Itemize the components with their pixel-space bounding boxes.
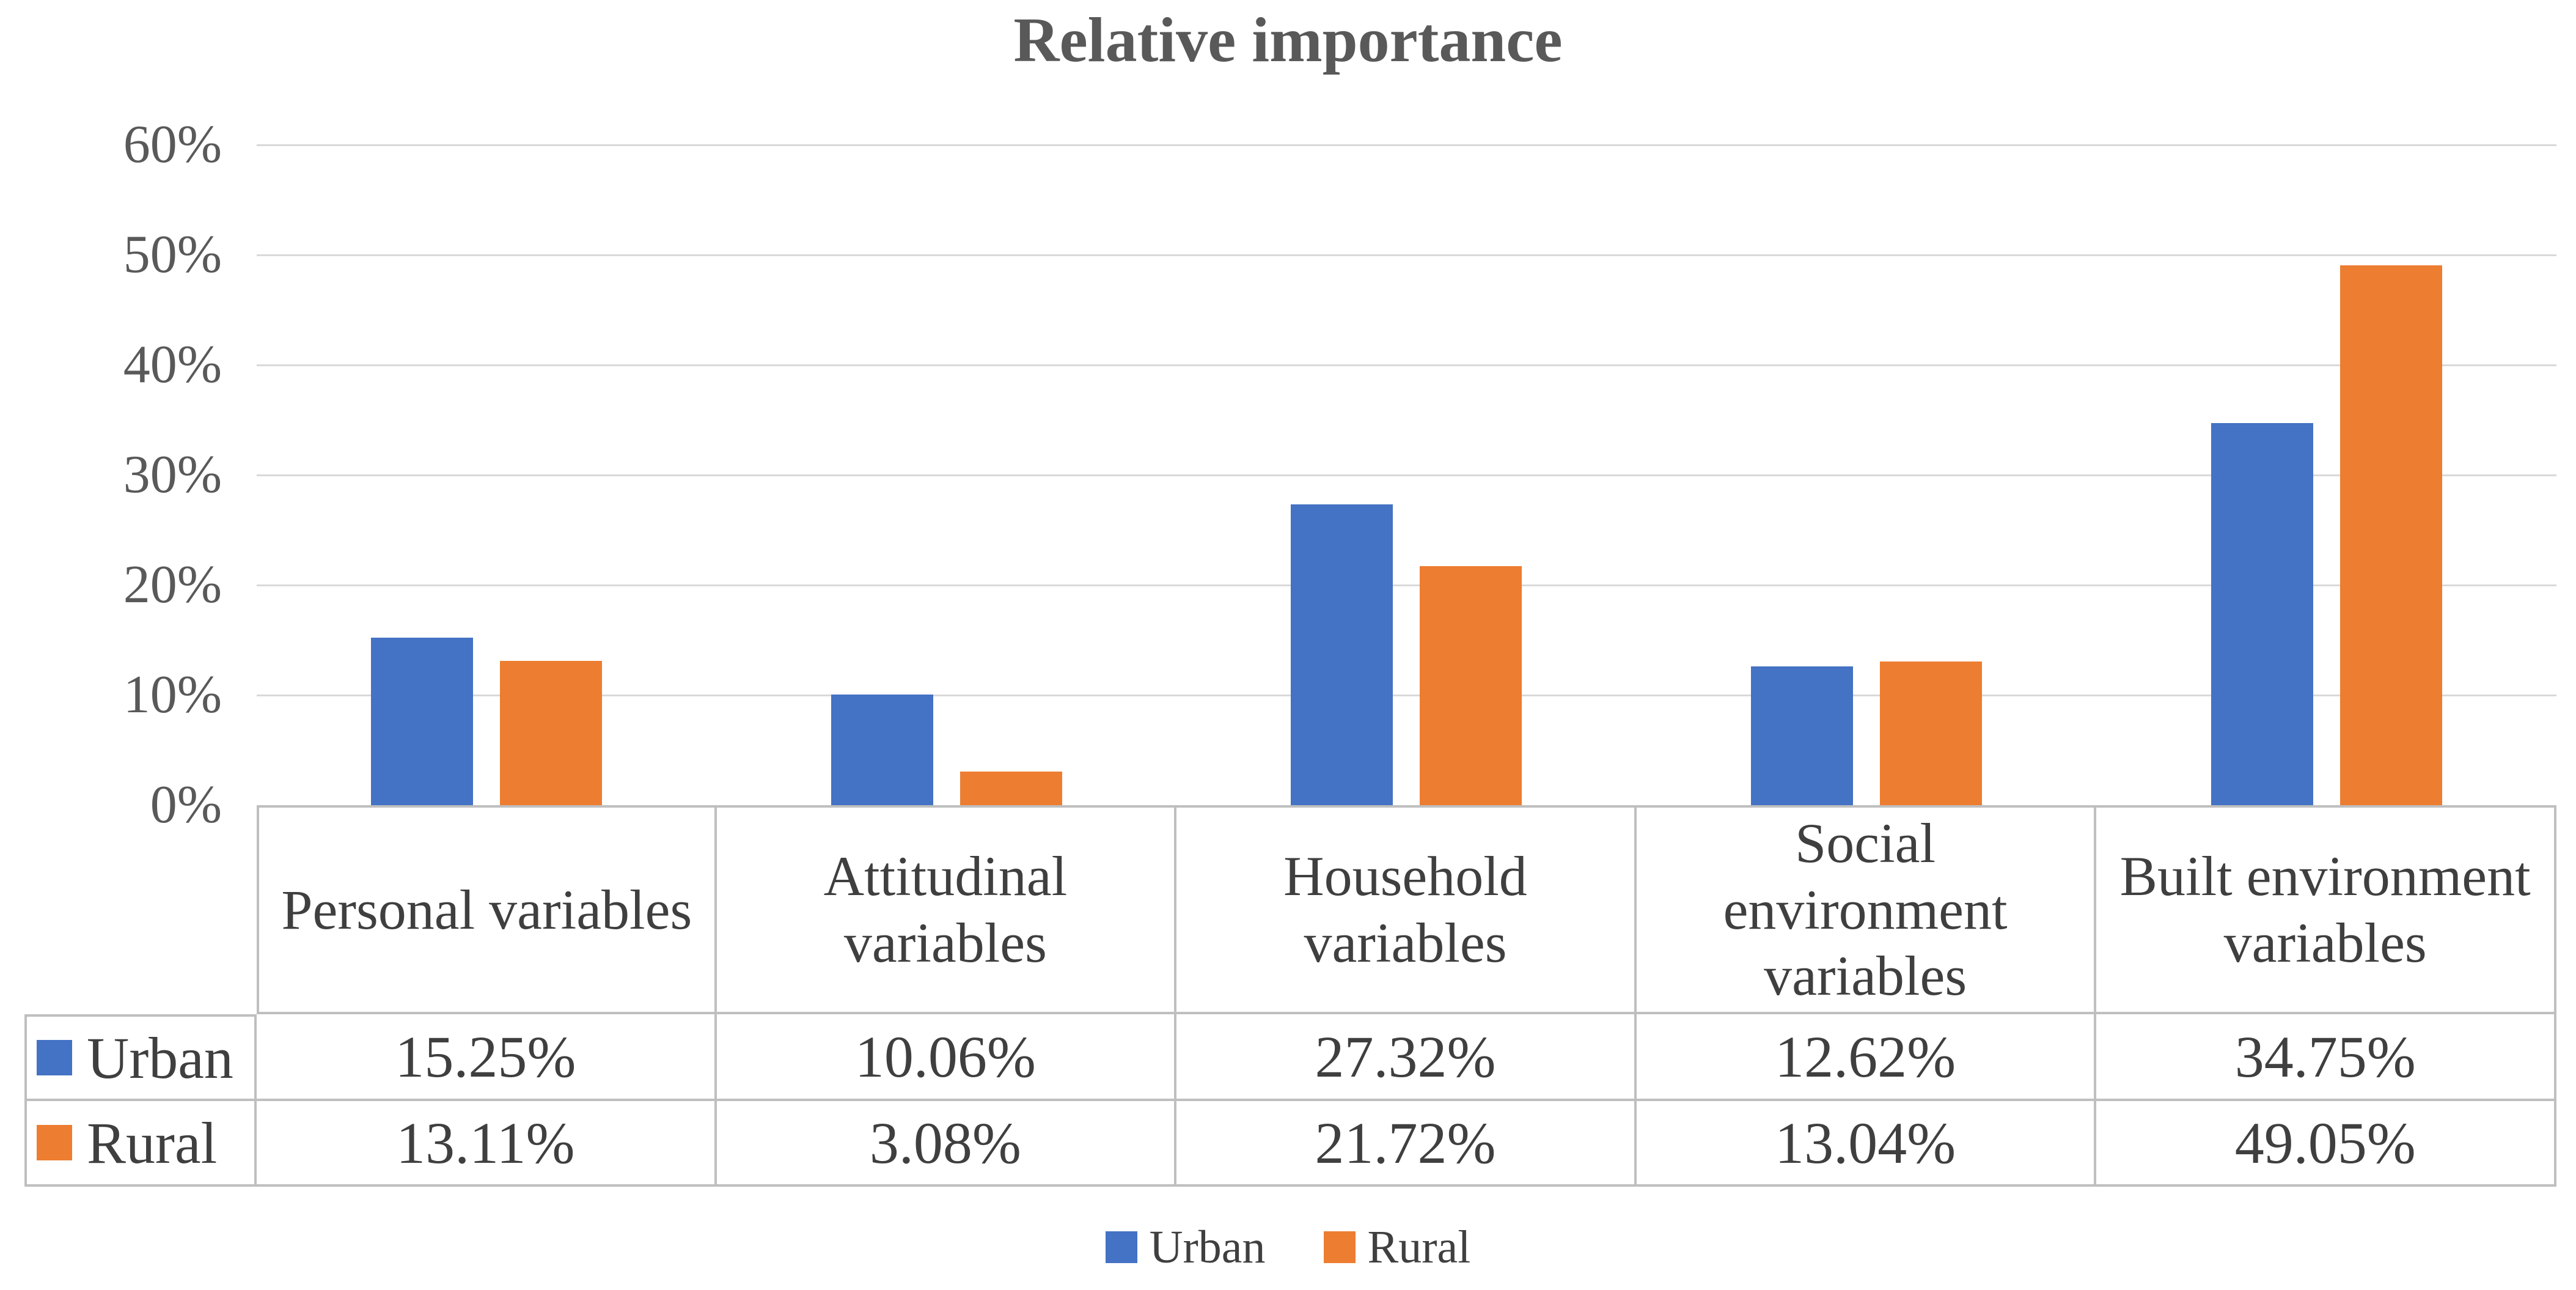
legend-item-urban: Urban: [1105, 1221, 1266, 1274]
gridline: [257, 144, 2556, 146]
table-value-cell: 15.25%: [257, 1014, 717, 1101]
bar-group-4: [1637, 145, 2097, 805]
bar-rural-2: [960, 771, 1062, 805]
chart-data-table: Personal variables Attitudinal variables H…: [24, 805, 2556, 1187]
gridline: [257, 584, 2556, 586]
legend-label: Urban: [1149, 1221, 1266, 1273]
table-value-cell: 27.32%: [1176, 1014, 1637, 1101]
bar-rural-4: [1880, 662, 1983, 805]
bar-group-1: [257, 145, 717, 805]
series-key-rural: Rural: [24, 1101, 257, 1187]
bar-group-5: [2096, 145, 2556, 805]
plot-area: [257, 144, 2556, 805]
y-axis-tick-labels: 0% 10% 20% 30% 40% 50% 60%: [0, 115, 257, 835]
category-header: Personal variables: [257, 805, 717, 1014]
y-axis-tick-label: 40%: [123, 335, 222, 394]
bar-urban-4: [1751, 666, 1854, 805]
gridline: [257, 474, 2556, 476]
bar-urban-2: [831, 694, 933, 805]
series-name-label: Urban: [87, 1025, 233, 1091]
table-value-cell: 49.05%: [2096, 1101, 2556, 1187]
chart-title: Relative importance: [1013, 5, 1563, 75]
legend-label: Rural: [1367, 1221, 1471, 1273]
category-header: Attitudinal variables: [716, 805, 1177, 1014]
y-axis-tick-label: 60%: [123, 115, 222, 174]
category-header: Household variables: [1176, 805, 1637, 1014]
category-header: Social environment variables: [1636, 805, 2097, 1014]
y-axis-tick-label: 20%: [123, 555, 222, 614]
rural-legend-swatch-icon: [1323, 1231, 1356, 1263]
y-axis-tick-label: 10%: [123, 665, 222, 724]
bar-urban-1: [371, 637, 474, 805]
rural-swatch-icon: [37, 1125, 72, 1160]
chart-legend: Urban Rural: [0, 1214, 2576, 1281]
series-name-label: Rural: [87, 1110, 218, 1176]
table-value-cell: 34.75%: [2096, 1014, 2556, 1101]
y-axis-tick-label: 30%: [123, 445, 222, 504]
table-corner-cell: [24, 805, 257, 1014]
bar-group-2: [717, 145, 1177, 805]
bar-rural-5: [2339, 265, 2442, 805]
gridline: [257, 694, 2556, 696]
series-key-urban: Urban: [24, 1014, 257, 1101]
legend-item-rural: Rural: [1323, 1221, 1471, 1274]
table-value-cell: 10.06%: [716, 1014, 1177, 1101]
table-value-cell: 13.04%: [1636, 1101, 2097, 1187]
table-value-cell: 21.72%: [1176, 1101, 1637, 1187]
bar-rural-1: [500, 661, 603, 805]
bar-rural-3: [1420, 566, 1522, 805]
gridline: [257, 364, 2556, 366]
category-header: Built environment variables: [2096, 805, 2556, 1014]
urban-swatch-icon: [37, 1040, 72, 1075]
y-axis-tick-label: 50%: [123, 225, 222, 284]
bar-urban-3: [1291, 504, 1393, 805]
urban-legend-swatch-icon: [1105, 1231, 1137, 1263]
table-value-cell: 12.62%: [1636, 1014, 2097, 1101]
bar-group-3: [1176, 145, 1637, 805]
y-axis-tick-label: 0%: [150, 775, 222, 835]
gridline: [257, 254, 2556, 256]
table-value-cell: 3.08%: [716, 1101, 1177, 1187]
table-value-cell: 13.11%: [257, 1101, 717, 1187]
bar-urban-5: [2211, 422, 2313, 805]
bar-series-container: [257, 145, 2556, 805]
